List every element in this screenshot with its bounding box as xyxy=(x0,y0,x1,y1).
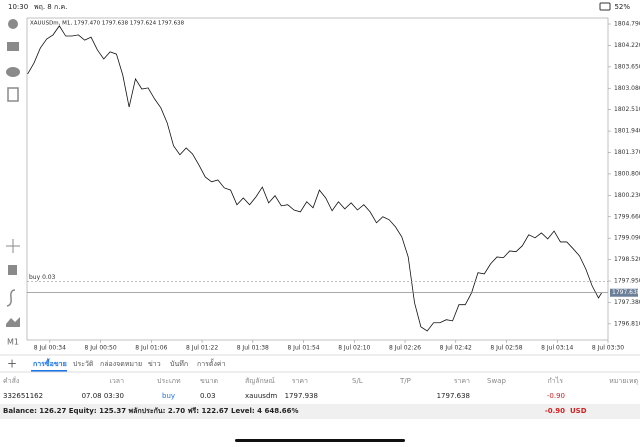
currency: USD xyxy=(570,407,587,415)
x-tick-label: 8 Jul 02:42 xyxy=(440,345,472,352)
trade-table: คำสั่ง เวลา ประเภท ขนาด สัญลักษณ์ ราคา S/L T/P ร… xyxy=(3,376,638,400)
cell-open-price[interactable]: 1797.938 xyxy=(285,392,318,400)
tab[interactable]: ประวัติ xyxy=(73,360,94,368)
tab[interactable]: การตั้งค่า xyxy=(197,357,226,368)
cell-order[interactable]: 332651162 xyxy=(3,392,43,400)
total-profit: -0.90 xyxy=(545,407,565,415)
y-tick-label: 1802.510 xyxy=(614,106,640,113)
y-tick-label: 1798.520 xyxy=(614,256,640,263)
x-tick-label: 8 Jul 02:10 xyxy=(338,345,370,352)
column-header: S/L xyxy=(352,377,363,385)
status-time: 10:30 xyxy=(8,3,28,11)
column-header: ราคา xyxy=(292,377,308,385)
column-header: Swap xyxy=(487,377,506,385)
cell-current-price[interactable]: 1797.638 xyxy=(437,392,470,400)
x-tick-label: 8 Jul 02:58 xyxy=(490,345,522,352)
tabs: การซื้อขาย ประวัติ กล่องจดหมาย ข่าว บันทึก กา… xyxy=(31,357,226,372)
y-tick-label: 1801.940 xyxy=(614,128,640,135)
y-tick-label: 1796.810 xyxy=(614,320,640,327)
balance-summary: Balance: 126.27 Equity: 125.37 พลักประกั… xyxy=(3,407,298,415)
x-tick-label: 8 Jul 03:14 xyxy=(541,345,573,352)
y-tick-label: 1800.230 xyxy=(614,192,640,199)
cell-type[interactable]: buy xyxy=(162,392,175,400)
cell-time[interactable]: 07.08 03:30 xyxy=(82,392,124,400)
y-tick-label: 1797.380 xyxy=(614,299,640,306)
column-header: ราคา xyxy=(454,377,470,385)
chart-frame xyxy=(26,17,609,341)
plot: 1804.790 1804.220 1803.650 1803.080 1802.510… xyxy=(27,21,640,352)
column-header: กำไร xyxy=(548,376,564,385)
y-tick-label: 1801.370 xyxy=(614,149,640,156)
account-icon[interactable] xyxy=(8,19,18,29)
status-battery: 52% xyxy=(614,3,630,11)
column-header: ขนาด xyxy=(200,377,218,385)
y-tick-label: 1799.090 xyxy=(614,235,640,242)
status-date: พฤ. 8 ก.ค. xyxy=(34,3,67,11)
tab[interactable]: การซื้อขาย xyxy=(33,357,67,368)
new-order-icon[interactable] xyxy=(7,87,19,102)
trade-icon[interactable] xyxy=(7,42,19,51)
tab[interactable]: กล่องจดหมาย xyxy=(100,360,142,368)
indicator-icon[interactable] xyxy=(8,265,17,275)
column-header: เวลา xyxy=(109,377,124,385)
crosshair-icon[interactable] xyxy=(6,239,20,253)
y-tick-label: 1797.950 xyxy=(614,278,640,285)
order-line-label: buy 0.03 xyxy=(29,274,56,281)
column-header: คำสั่ง xyxy=(3,376,19,385)
tab[interactable]: บันทึก xyxy=(170,359,188,368)
column-header: หมายเหตุ xyxy=(609,377,638,385)
cell-volume[interactable]: 0.03 xyxy=(200,392,216,400)
home-indicator xyxy=(235,439,405,442)
timeframe[interactable]: M1 xyxy=(7,338,19,347)
y-tick-label: 1803.080 xyxy=(614,85,640,92)
y-tick-label: 1804.220 xyxy=(614,42,640,49)
column-header: T/P xyxy=(399,377,411,385)
price-line xyxy=(27,25,602,332)
column-header: สัญลักษณ์ xyxy=(245,377,275,385)
cell-profit[interactable]: -0.90 xyxy=(547,392,565,400)
x-tick-label: 8 Jul 01:06 xyxy=(135,345,167,352)
left-toolbar xyxy=(6,19,20,327)
add-button[interactable]: + xyxy=(7,357,17,371)
last-price-box xyxy=(610,288,638,297)
y-tick-label: 1799.660 xyxy=(614,213,640,220)
cell-symbol[interactable]: xauusdm xyxy=(245,392,277,400)
function-icon[interactable] xyxy=(6,289,16,307)
active-tab-underline xyxy=(31,370,67,372)
x-tick-label: 8 Jul 03:30 xyxy=(592,345,624,352)
chart-title: XAUUSDm, M1, 1797.470 1797.638 1797.624 … xyxy=(30,21,185,27)
x-tick-label: 8 Jul 00:34 xyxy=(34,345,66,352)
tab[interactable]: ข่าว xyxy=(148,360,161,368)
x-tick-label: 8 Jul 00:50 xyxy=(84,345,116,352)
footer-bg xyxy=(0,404,640,419)
chat-icon[interactable] xyxy=(6,67,20,77)
x-tick-label: 8 Jul 01:54 xyxy=(287,345,319,352)
objects-icon[interactable] xyxy=(6,317,20,327)
x-tick-label: 8 Jul 02:26 xyxy=(389,345,421,352)
y-tick-label: 1804.790 xyxy=(614,21,640,28)
y-tick-label: 1800.800 xyxy=(614,170,640,177)
y-tick-label: 1803.650 xyxy=(614,63,640,70)
last-price-label: 1797.638 xyxy=(612,289,640,296)
column-header: ประเภท xyxy=(157,377,181,385)
x-tick-label: 8 Jul 01:22 xyxy=(186,345,218,352)
wifi-battery-icon xyxy=(599,2,611,11)
x-tick-label: 8 Jul 01:38 xyxy=(237,345,269,352)
